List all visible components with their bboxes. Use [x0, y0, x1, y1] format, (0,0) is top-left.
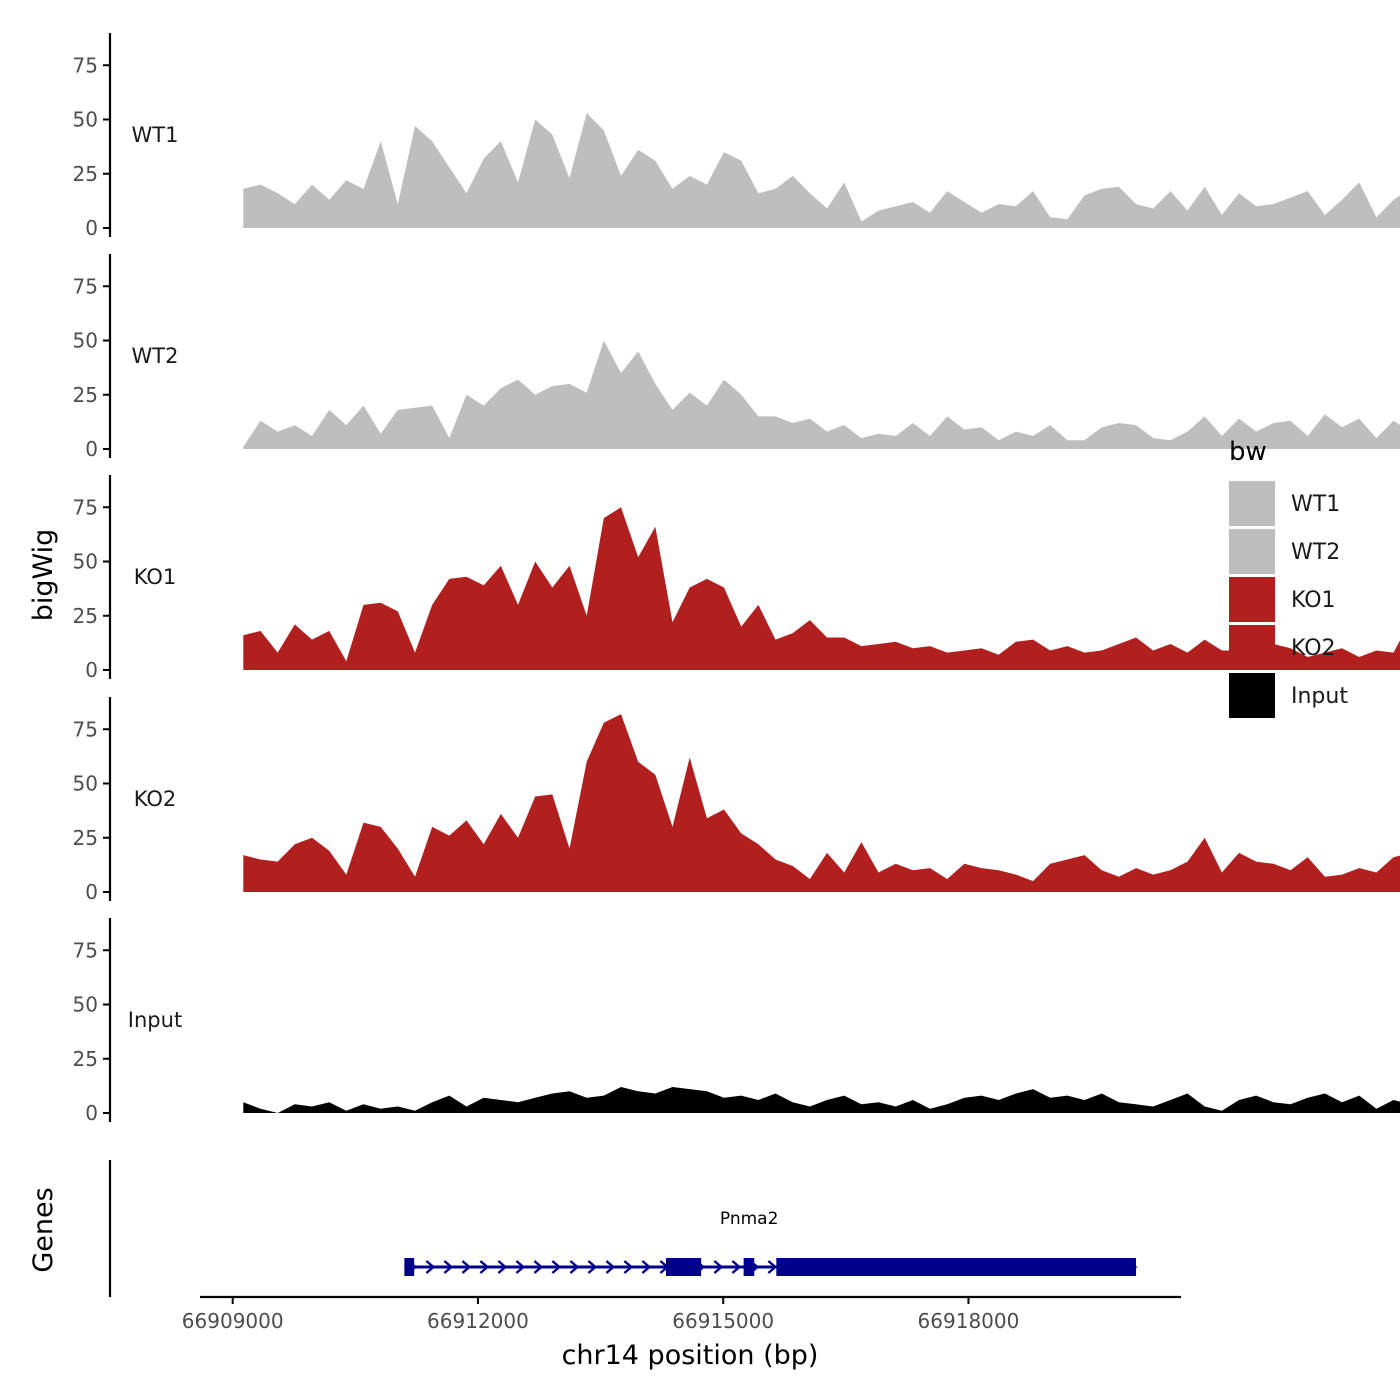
legend-label-input: Input — [1291, 684, 1348, 709]
x-axis-title: chr14 position (bp) — [562, 1340, 819, 1371]
y-tick-label: 0 — [85, 216, 98, 240]
strand-arrow — [641, 1260, 652, 1274]
legend-label-wt2: WT2 — [1291, 540, 1340, 565]
exon-2 — [665, 1258, 702, 1276]
x-axis: 66909000 66912000 66915000 66918000 — [182, 1295, 1181, 1333]
x-tick-label: 66918000 — [918, 1309, 1020, 1333]
track-panels: 0 25 50 75 WT1 0 25 50 75 WT2 0 25 50 75 KO1 0 25 50 75 KO2… — [73, 33, 1400, 1125]
strand-arrow — [497, 1260, 508, 1274]
y-tick-label: 0 — [85, 1101, 98, 1125]
y-tick-label: 25 — [73, 383, 98, 407]
track-panel-input: 0 25 50 75 Input — [73, 918, 1400, 1125]
legend-swatch-input — [1229, 673, 1275, 718]
strand-arrow — [731, 1260, 742, 1274]
y-tick-label: 75 — [73, 53, 98, 77]
legend-swatch-wt1 — [1229, 481, 1275, 526]
legend-label-ko2: KO2 — [1291, 636, 1336, 661]
track-label-input: Input — [128, 1008, 182, 1032]
strand-arrow — [623, 1260, 634, 1274]
y-tick-label: 75 — [73, 938, 98, 962]
strand-arrow — [461, 1260, 472, 1274]
signal-area-ko1 — [243, 507, 1400, 670]
track-panel-ko1: 0 25 50 75 KO1 — [73, 475, 1400, 682]
strand-arrow — [479, 1260, 490, 1274]
track-label-ko2: KO2 — [134, 787, 177, 811]
y-tick-label: 25 — [73, 604, 98, 628]
y-tick-label: 0 — [85, 437, 98, 461]
y-tick-label: 75 — [73, 274, 98, 298]
y-tick-label: 50 — [73, 550, 98, 574]
strand-arrow — [425, 1260, 436, 1274]
y-tick-label: 0 — [85, 880, 98, 904]
y-tick-label: 50 — [73, 108, 98, 132]
exon-3 — [743, 1258, 755, 1276]
track-label-ko1: KO1 — [134, 565, 177, 589]
legend-swatch-ko1 — [1229, 577, 1275, 622]
y-axis-title: bigWig — [28, 529, 59, 622]
gene-name-label: Pnma2 — [720, 1209, 779, 1229]
legend-label-ko1: KO1 — [1291, 588, 1336, 613]
strand-arrow — [551, 1260, 562, 1274]
x-tick-label: 66912000 — [427, 1309, 529, 1333]
signal-area-input — [243, 1087, 1400, 1113]
strand-arrow — [605, 1260, 616, 1274]
exon-1 — [404, 1258, 415, 1276]
gene-axis-title: Genes — [28, 1187, 59, 1272]
track-panel-wt1: 0 25 50 75 WT1 — [73, 33, 1400, 240]
exon-4 — [776, 1258, 1137, 1276]
y-tick-label: 25 — [73, 162, 98, 186]
x-tick-label: 66915000 — [672, 1309, 774, 1333]
strand-arrow — [587, 1260, 598, 1274]
y-tick-label: 50 — [73, 993, 98, 1017]
legend-title: bw — [1229, 437, 1267, 467]
track-panel-ko2: 0 25 50 75 KO2 — [73, 697, 1400, 904]
legend-swatch-ko2 — [1229, 625, 1275, 670]
track-panel-wt2: 0 25 50 75 WT2 — [73, 254, 1400, 461]
y-tick-label: 50 — [73, 329, 98, 353]
track-label-wt2: WT2 — [132, 344, 179, 368]
x-tick-label: 66909000 — [182, 1309, 284, 1333]
strand-arrow — [713, 1260, 724, 1274]
signal-area-wt1 — [243, 113, 1400, 228]
gene-track-panel: Pnma2 — [108, 1160, 1138, 1297]
strand-arrow — [533, 1260, 544, 1274]
y-tick-label: 50 — [73, 772, 98, 796]
legend-label-wt1: WT1 — [1291, 492, 1340, 517]
y-tick-label: 75 — [73, 717, 98, 741]
strand-arrow — [767, 1260, 778, 1274]
legend: bw WT1 WT2 KO1 KO2 Input — [1229, 437, 1348, 718]
strand-arrow — [569, 1260, 580, 1274]
strand-arrow — [443, 1260, 454, 1274]
y-tick-label: 25 — [73, 826, 98, 850]
y-tick-label: 25 — [73, 1047, 98, 1071]
signal-area-wt2 — [243, 340, 1400, 449]
track-label-wt1: WT1 — [132, 123, 179, 147]
signal-area-ko2 — [243, 714, 1400, 892]
y-tick-label: 0 — [85, 658, 98, 682]
strand-arrow — [515, 1260, 526, 1274]
y-tick-label: 75 — [73, 495, 98, 519]
legend-swatch-wt2 — [1229, 529, 1275, 574]
